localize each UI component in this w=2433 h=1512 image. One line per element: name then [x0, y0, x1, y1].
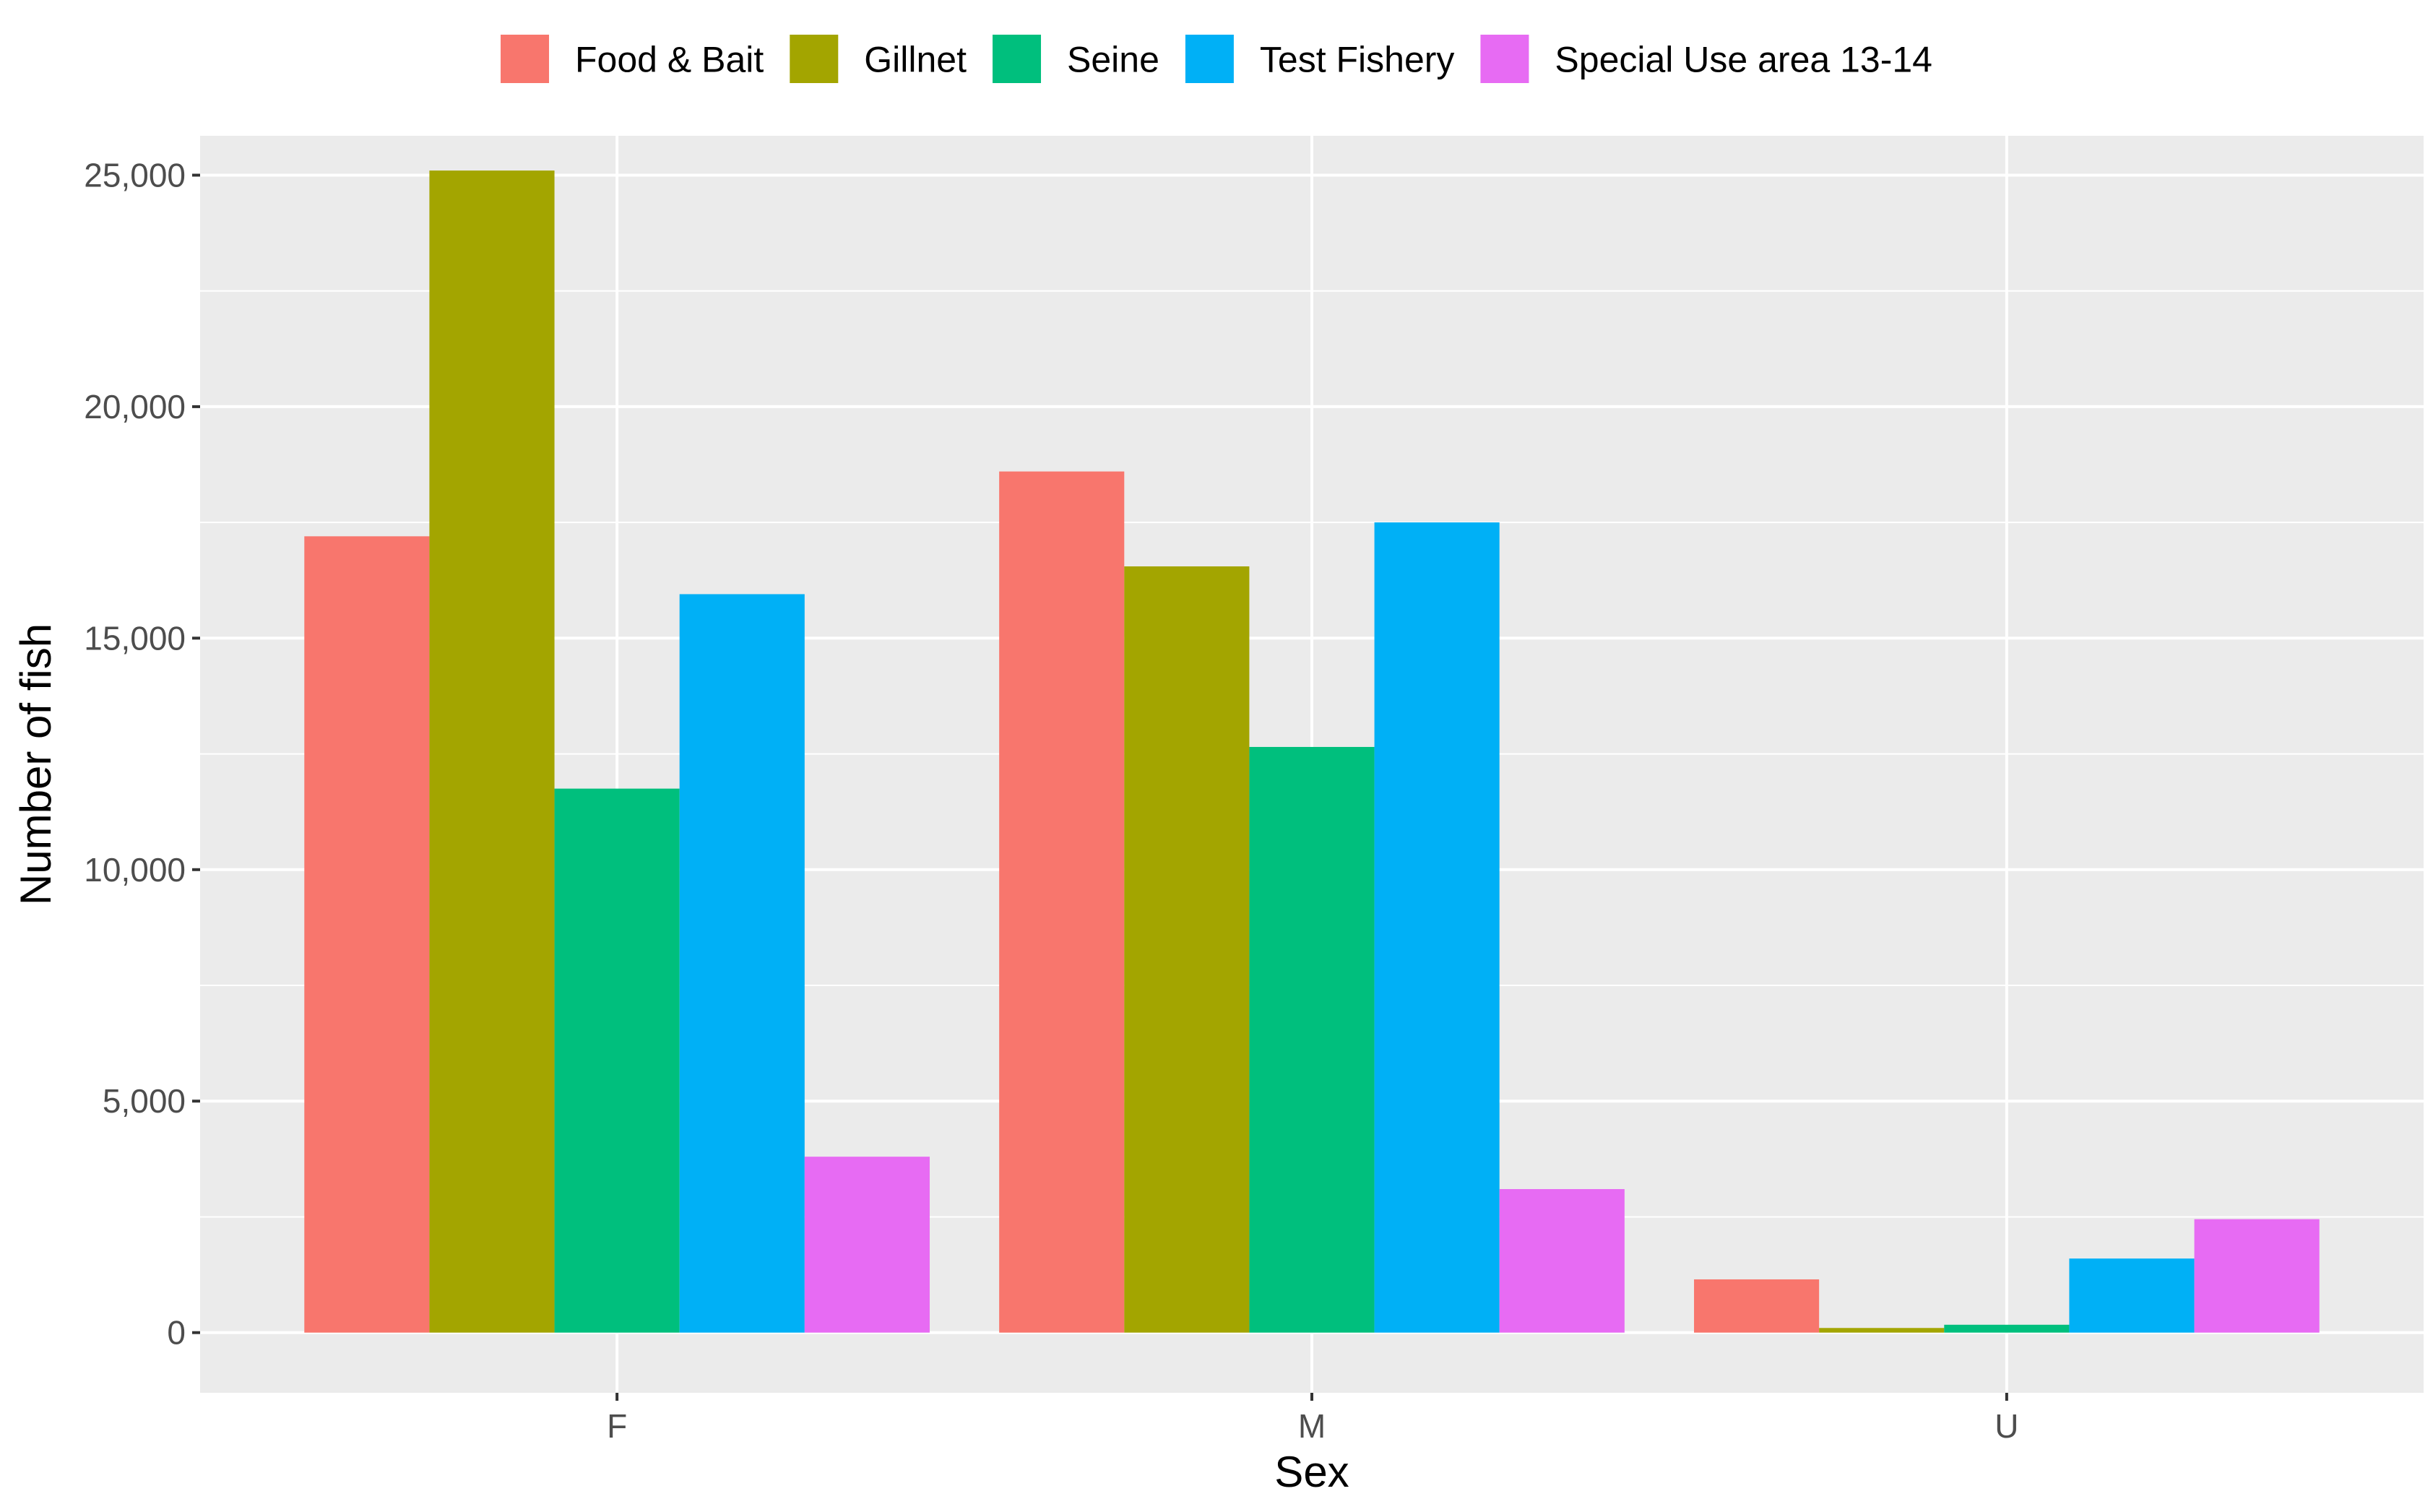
legend-key-seine: [993, 35, 1042, 83]
legend-label-seine: Seine: [1067, 40, 1159, 80]
bar-food-bait-u: [1694, 1279, 1820, 1333]
x-tick-label: F: [607, 1407, 627, 1445]
y-tick-label: 10,000: [84, 851, 186, 889]
bar-seine-f: [554, 788, 680, 1333]
bar-seine-m: [1249, 746, 1375, 1333]
legend-item-test-fishery: Test Fishery: [1185, 35, 1455, 83]
bars: [304, 170, 2320, 1333]
bar-special-use-area-13-14-u: [2194, 1219, 2320, 1333]
bar-test-fishery-f: [679, 594, 805, 1333]
bar-food-bait-f: [304, 536, 430, 1333]
legend-key-gillnet: [790, 35, 839, 83]
bar-special-use-area-13-14-m: [1499, 1189, 1625, 1333]
bar-test-fishery-u: [2069, 1258, 2195, 1333]
bar-gillnet-u: [1819, 1328, 1945, 1333]
y-tick-label: 0: [167, 1314, 186, 1352]
y-tick-label: 15,000: [84, 619, 186, 657]
y-tick-label: 25,000: [84, 156, 186, 194]
legend-key-test-fishery: [1185, 35, 1234, 83]
legend-key-food-bait: [501, 35, 550, 83]
legend-label-test-fishery: Test Fishery: [1260, 40, 1455, 80]
bar-special-use-area-13-14-f: [804, 1157, 930, 1333]
y-axis-title: Number of fish: [12, 623, 60, 905]
x-tick-label: U: [1995, 1407, 2018, 1445]
bar-food-bait-m: [999, 471, 1125, 1333]
legend-label-food-bait: Food & Bait: [575, 40, 764, 80]
legend: Food & Bait Gillnet Seine Test Fishery Speci…: [501, 35, 1932, 83]
bar-test-fishery-m: [1374, 522, 1500, 1333]
y-tick-label: 20,000: [84, 388, 186, 425]
bar-gillnet-f: [429, 170, 555, 1333]
bar-gillnet-m: [1124, 566, 1250, 1333]
legend-item-special-use-area-13-14: Special Use area 13-14: [1480, 35, 1932, 83]
legend-key-special-use-area-13-14: [1480, 35, 1529, 83]
y-tick-label: 5,000: [103, 1082, 186, 1120]
legend-item-food-bait: Food & Bait: [501, 35, 764, 83]
legend-label-gillnet: Gillnet: [864, 40, 967, 80]
x-tick-label: M: [1298, 1407, 1326, 1445]
legend-item-seine: Seine: [993, 35, 1159, 83]
legend-item-gillnet: Gillnet: [790, 35, 967, 83]
y-axis: 0 5,000 10,000 15,000 20,000 25,000: [84, 156, 200, 1352]
x-axis-title: Sex: [1274, 1448, 1349, 1496]
legend-label-special-use-area-13-14: Special Use area 13-14: [1555, 40, 1932, 80]
bar-seine-u: [1944, 1324, 2070, 1333]
